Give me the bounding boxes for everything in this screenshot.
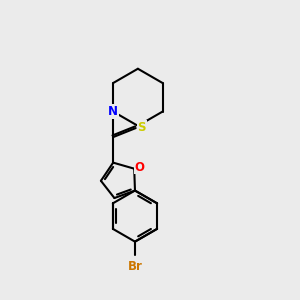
Text: O: O — [135, 161, 145, 174]
Text: Br: Br — [128, 260, 142, 273]
Text: N: N — [108, 105, 118, 118]
Text: S: S — [137, 121, 146, 134]
